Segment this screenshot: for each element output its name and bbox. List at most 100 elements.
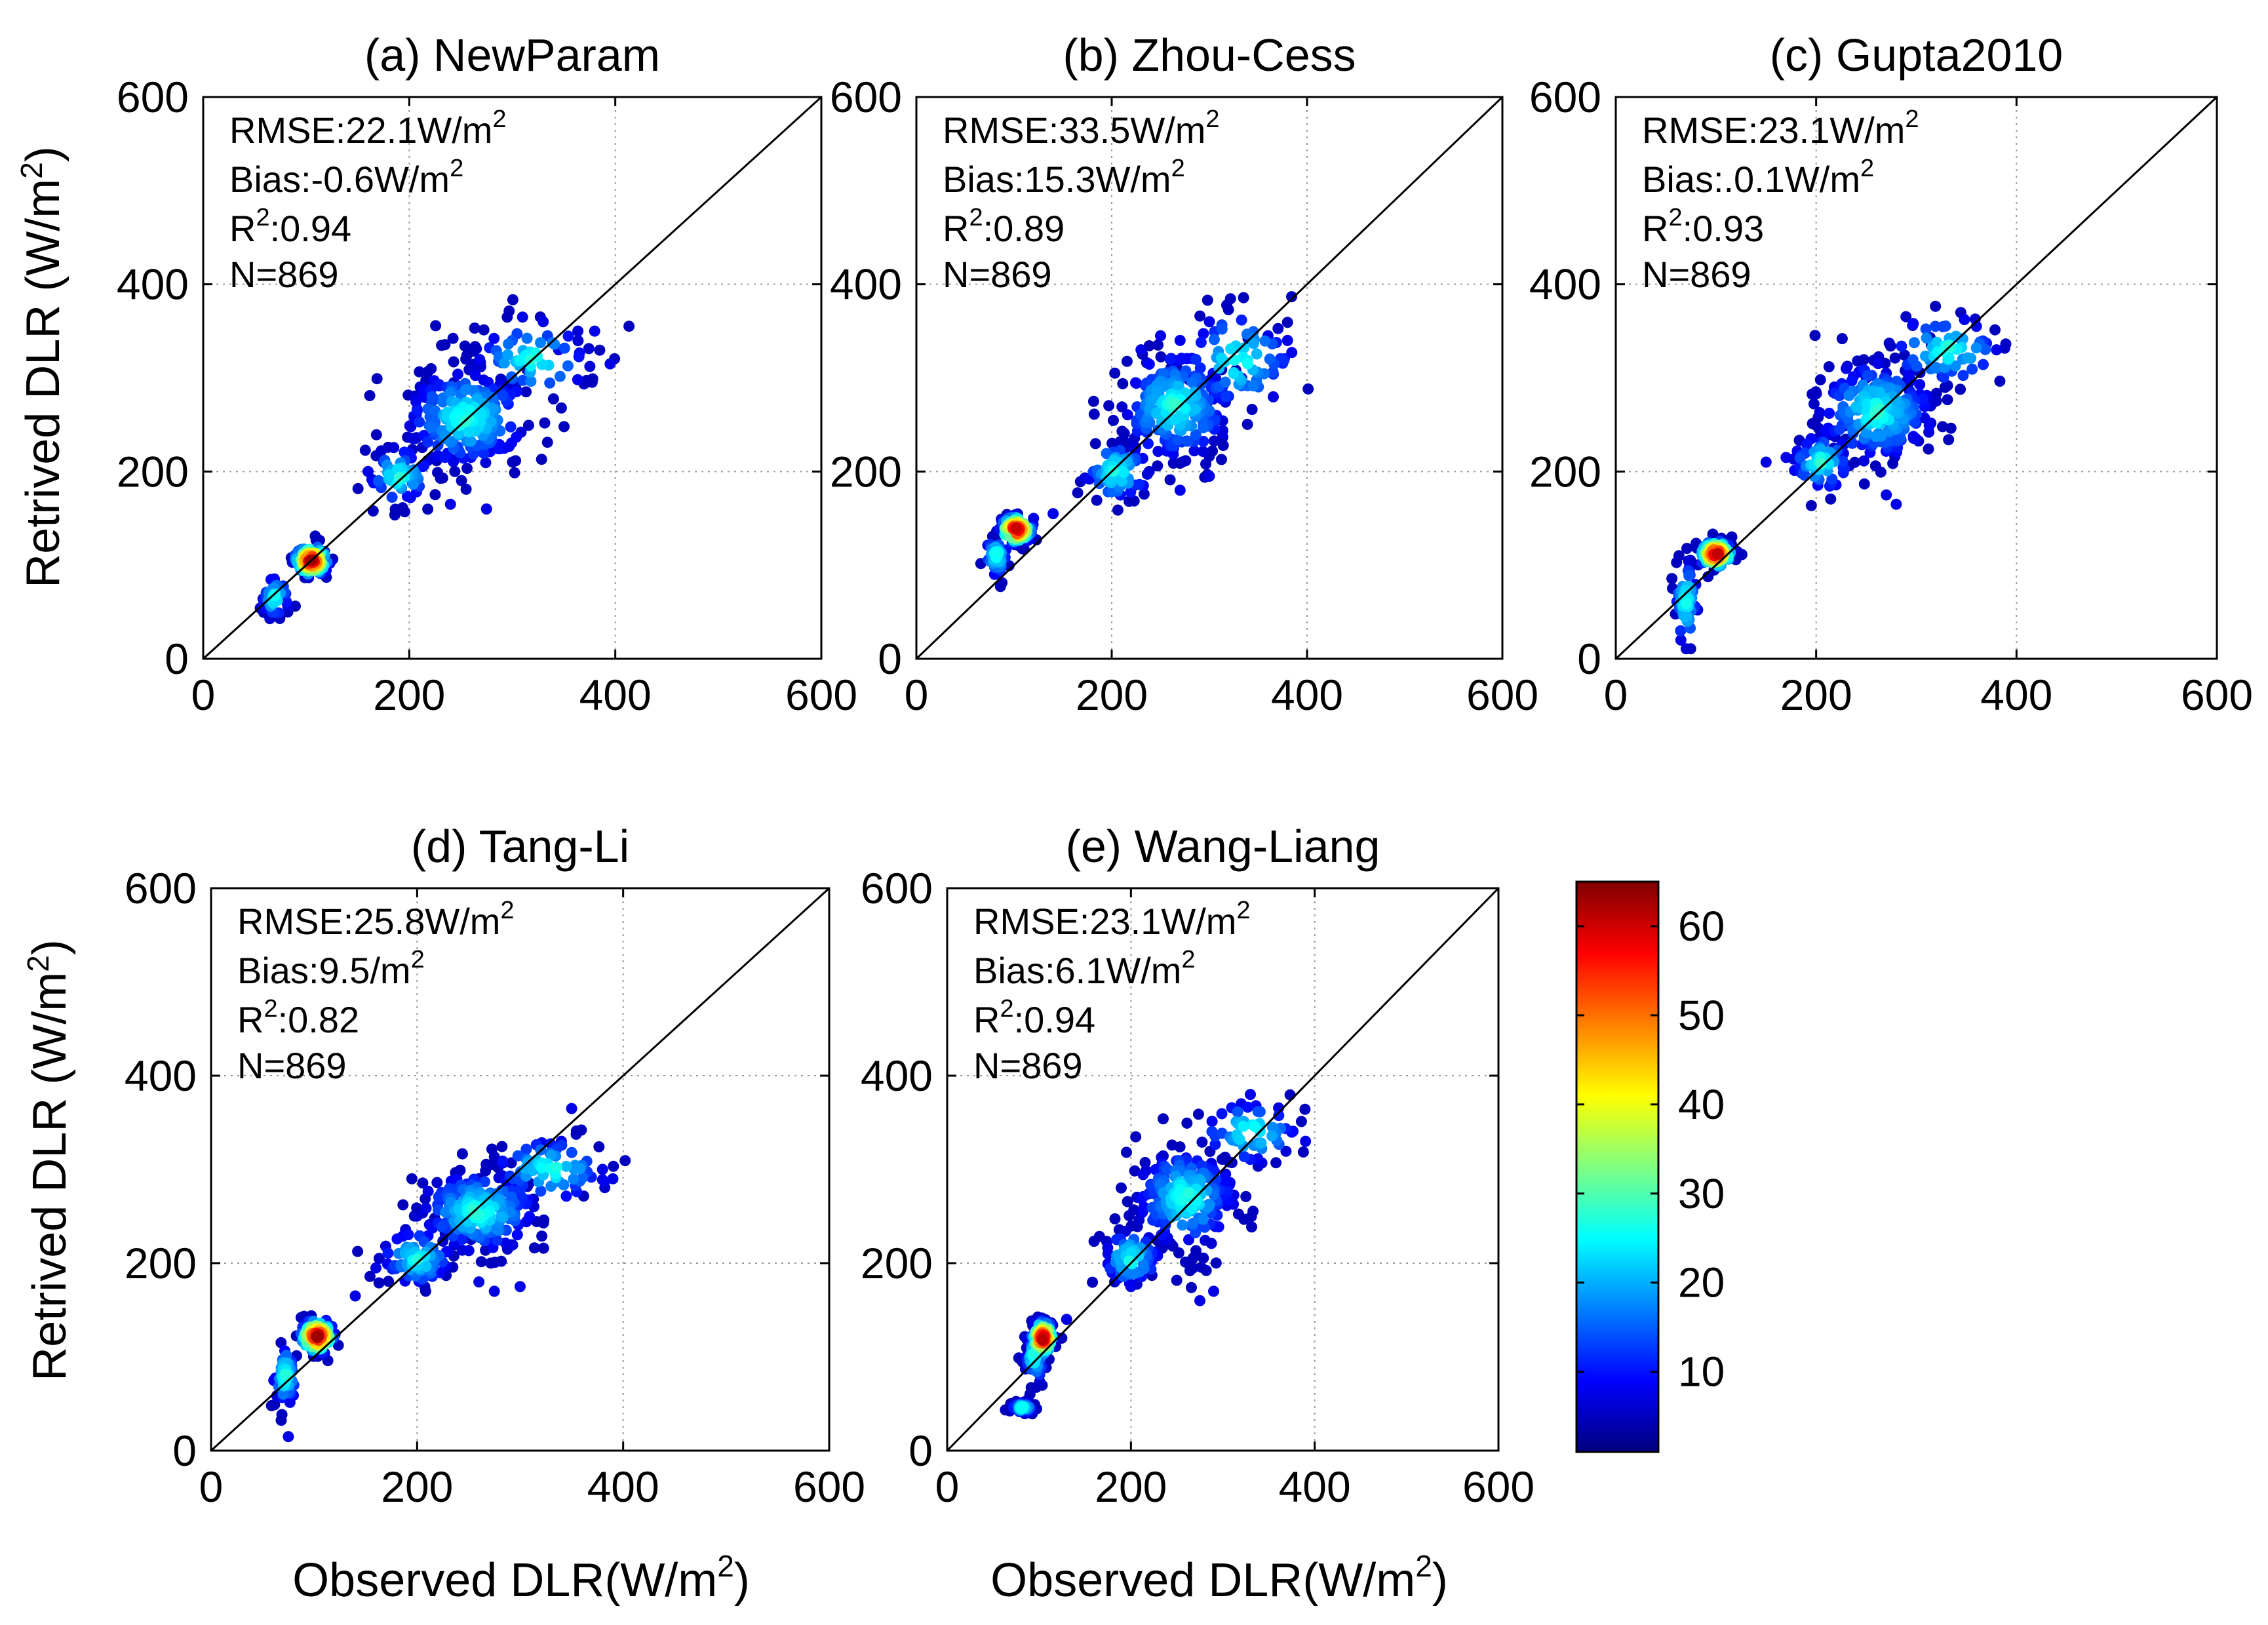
scatter-point xyxy=(541,437,553,448)
scatter-point xyxy=(562,330,574,342)
scatter-point xyxy=(566,1146,577,1158)
scatter-point xyxy=(510,455,522,467)
scatter-point xyxy=(1198,328,1209,340)
scatter-point xyxy=(521,332,533,344)
scatter-point xyxy=(1116,1182,1127,1194)
scatter-point xyxy=(429,405,441,417)
scatter-point xyxy=(574,1163,586,1175)
scatter-point xyxy=(1122,1196,1133,1207)
scatter-point xyxy=(456,475,467,486)
scatter-point xyxy=(473,1276,485,1288)
y-tick-label: 0 xyxy=(1577,635,1601,683)
scatter-point xyxy=(536,1162,548,1173)
scatter-point xyxy=(1255,1137,1267,1149)
scatter-point xyxy=(1907,318,1919,330)
scatter-point xyxy=(1872,358,1884,370)
scatter-point xyxy=(422,503,434,515)
scatter-point xyxy=(276,1409,288,1420)
scatter-point xyxy=(1102,1248,1114,1260)
x-tick-label: 400 xyxy=(587,1462,659,1511)
scatter-point xyxy=(1208,435,1220,447)
scatter-point xyxy=(1246,1221,1257,1233)
scatter-point xyxy=(492,443,504,455)
scatter-point xyxy=(1176,353,1188,364)
scatter-point xyxy=(367,505,379,517)
scatter-point xyxy=(452,368,463,380)
x-tick-label: 0 xyxy=(199,1462,224,1511)
scatter-point xyxy=(480,457,492,469)
svg-text:Observed DLR(W/m2): Observed DLR(W/m2) xyxy=(990,1549,1448,1607)
scatter-point xyxy=(1010,522,1022,534)
scatter-point xyxy=(1200,458,1211,470)
scatter-point xyxy=(456,1234,468,1245)
scatter-point xyxy=(538,1217,549,1229)
scatter-point xyxy=(1160,380,1171,392)
scatter-point xyxy=(1900,311,1912,323)
scatter-point xyxy=(430,320,442,332)
stat-rmse: RMSE:23.1W/m2 xyxy=(1642,106,1919,151)
x-tick-label: 200 xyxy=(373,671,445,719)
scatter-point xyxy=(1794,452,1806,463)
scatter-point xyxy=(1249,1121,1261,1133)
scatter-point xyxy=(1208,1285,1219,1297)
scatter-point xyxy=(1801,439,1812,450)
scatter-point xyxy=(1124,1255,1135,1267)
scatter-point xyxy=(359,444,371,456)
scatter-point xyxy=(489,1257,501,1268)
scatter-point xyxy=(1268,391,1279,402)
scatter-point xyxy=(596,1174,608,1186)
scatter-point xyxy=(1197,1213,1209,1225)
scatter-point xyxy=(459,340,471,352)
y-tick-label: 0 xyxy=(909,1426,933,1475)
scatter-point xyxy=(2000,338,2012,350)
scatter-point xyxy=(277,1388,289,1400)
y-axis-label-text: Retrived DLR (W/m2) xyxy=(21,939,76,1381)
scatter-point xyxy=(1089,438,1101,450)
scatter-point xyxy=(412,404,423,416)
scatter-point xyxy=(1899,349,1910,361)
scatter-point xyxy=(371,373,383,385)
scatter-point xyxy=(1220,391,1232,402)
scatter-point xyxy=(1920,323,1932,335)
stat-r2: R2:0.94 xyxy=(973,995,1095,1040)
scatter-point xyxy=(1221,300,1232,311)
scatter-point xyxy=(1194,362,1206,374)
scatter-point xyxy=(382,1247,394,1259)
scatter-point xyxy=(589,325,600,337)
scatter-point xyxy=(1267,1122,1278,1133)
scatter-point xyxy=(425,363,437,374)
scatter-point xyxy=(1966,363,1978,375)
scatter-point xyxy=(1216,323,1228,335)
scatter-point xyxy=(1978,359,1989,370)
colorbar-gradient xyxy=(1575,880,1660,1453)
scatter-point xyxy=(1152,460,1163,472)
scatter-point xyxy=(1238,1150,1250,1162)
scatter-point xyxy=(538,316,549,328)
x-tick-label: 0 xyxy=(1604,671,1628,719)
scatter-point xyxy=(517,374,529,386)
scatter-point xyxy=(1930,387,1942,399)
scatter-point xyxy=(467,345,479,357)
scatter-point xyxy=(475,1256,487,1268)
scatter-point xyxy=(536,1230,548,1242)
scatter-point xyxy=(1959,314,1970,325)
scatter-point xyxy=(506,371,518,383)
scatter-point xyxy=(1200,1234,1211,1246)
scatter-point xyxy=(1814,374,1826,385)
scatter-point xyxy=(459,384,471,396)
scatter-point xyxy=(1137,1258,1149,1270)
scatter-point xyxy=(1707,528,1719,540)
scatter-point xyxy=(507,294,518,305)
scatter-point xyxy=(1162,1164,1173,1175)
scatter-point xyxy=(560,1190,572,1202)
scatter-point xyxy=(1299,1103,1311,1115)
scatter-point xyxy=(1883,338,1895,349)
scatter-point xyxy=(429,489,441,501)
scatter-point xyxy=(509,467,520,479)
panel-b: 00 200 200 400 400 600 600 (b) Zhou-Cess RMSE:33… xyxy=(830,29,1538,719)
scatter-point xyxy=(1135,344,1147,356)
scatter-point xyxy=(562,360,574,372)
scatter-point xyxy=(391,1233,403,1245)
scatter-point xyxy=(1195,336,1207,348)
scatter-point xyxy=(418,460,430,471)
